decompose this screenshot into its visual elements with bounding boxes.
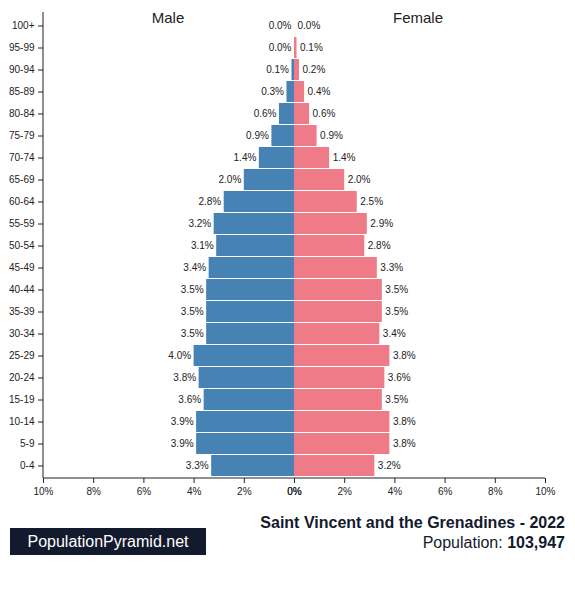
- svg-text:6%: 6%: [137, 486, 152, 497]
- svg-text:0%: 0%: [287, 486, 302, 497]
- svg-text:2.0%: 2.0%: [219, 174, 242, 185]
- svg-text:60-64: 60-64: [9, 196, 35, 207]
- svg-text:0.1%: 0.1%: [266, 64, 289, 75]
- svg-text:3.5%: 3.5%: [181, 328, 204, 339]
- svg-text:65-69: 65-69: [9, 174, 35, 185]
- svg-text:3.8%: 3.8%: [393, 438, 416, 449]
- svg-text:4%: 4%: [187, 486, 202, 497]
- svg-text:2.9%: 2.9%: [370, 218, 393, 229]
- svg-text:0.4%: 0.4%: [308, 86, 331, 97]
- svg-text:3.8%: 3.8%: [173, 372, 196, 383]
- html-text:Male: Male: [151, 9, 185, 26]
- svg-text:20-24: 20-24: [9, 372, 35, 383]
- svg-text:3.4%: 3.4%: [383, 328, 406, 339]
- svg-text:95-99: 95-99: [9, 42, 35, 53]
- svg-text:6%: 6%: [438, 486, 453, 497]
- svg-text:3.2%: 3.2%: [378, 460, 401, 471]
- svg-text:55-59: 55-59: [9, 218, 35, 229]
- svg-text:2%: 2%: [337, 486, 352, 497]
- svg-text:0.9%: 0.9%: [320, 130, 343, 141]
- svg-text:8%: 8%: [488, 486, 503, 497]
- svg-text:3.5%: 3.5%: [181, 306, 204, 317]
- svg-text:3.3%: 3.3%: [186, 460, 209, 471]
- svg-text:4%: 4%: [388, 486, 403, 497]
- svg-text:0-4: 0-4: [20, 460, 35, 471]
- html-text:Population: 103,947: Population: 103,947: [422, 534, 565, 551]
- svg-text:0.0%: 0.0%: [269, 42, 292, 53]
- svg-text:0.1%: 0.1%: [300, 42, 323, 53]
- svg-text:10%: 10%: [33, 486, 53, 497]
- svg-text:50-54: 50-54: [9, 240, 35, 251]
- svg-text:0.2%: 0.2%: [303, 64, 326, 75]
- svg-text:35-39: 35-39: [9, 306, 35, 317]
- svg-text:0%: 0%: [287, 486, 302, 497]
- svg-text:3.2%: 3.2%: [188, 218, 211, 229]
- svg-text:3.6%: 3.6%: [388, 372, 411, 383]
- svg-text:90-94: 90-94: [9, 64, 35, 75]
- svg-text:1.4%: 1.4%: [234, 152, 257, 163]
- svg-text:2.5%: 2.5%: [360, 196, 383, 207]
- svg-text:10%: 10%: [535, 486, 555, 497]
- svg-text:2%: 2%: [237, 486, 252, 497]
- svg-text:4.0%: 4.0%: [168, 350, 191, 361]
- svg-text:8%: 8%: [86, 486, 101, 497]
- svg-text:85-89: 85-89: [9, 86, 35, 97]
- svg-text:40-44: 40-44: [9, 284, 35, 295]
- svg-text:3.8%: 3.8%: [393, 350, 416, 361]
- svg-text:25-29: 25-29: [9, 350, 35, 361]
- svg-text:3.5%: 3.5%: [385, 394, 408, 405]
- svg-text:2.8%: 2.8%: [198, 196, 221, 207]
- svg-text:3.1%: 3.1%: [191, 240, 214, 251]
- svg-text:3.9%: 3.9%: [171, 416, 194, 427]
- svg-text:3.5%: 3.5%: [181, 284, 204, 295]
- html-text:Female: Female: [393, 9, 443, 26]
- html-text:Saint Vincent and the Grenadin: Saint Vincent and the Grenadines - 2022: [260, 514, 565, 531]
- svg-text:0.9%: 0.9%: [246, 130, 269, 141]
- svg-text:15-19: 15-19: [9, 394, 35, 405]
- svg-text:0.0%: 0.0%: [298, 20, 321, 31]
- svg-text:70-74: 70-74: [9, 152, 35, 163]
- svg-text:3.5%: 3.5%: [385, 306, 408, 317]
- svg-text:3.6%: 3.6%: [178, 394, 201, 405]
- svg-text:75-79: 75-79: [9, 130, 35, 141]
- svg-text:45-49: 45-49: [9, 262, 35, 273]
- svg-text:3.8%: 3.8%: [393, 416, 416, 427]
- svg-text:0.6%: 0.6%: [313, 108, 336, 119]
- svg-text:1.4%: 1.4%: [333, 152, 356, 163]
- svg-text:2.8%: 2.8%: [368, 240, 391, 251]
- svg-text:0.3%: 0.3%: [261, 86, 284, 97]
- svg-text:10-14: 10-14: [9, 416, 35, 427]
- svg-text:3.5%: 3.5%: [385, 284, 408, 295]
- svg-text:0.6%: 0.6%: [254, 108, 277, 119]
- svg-text:0.0%: 0.0%: [269, 20, 292, 31]
- html-text:PopulationPyramid.net: PopulationPyramid.net: [27, 533, 189, 550]
- svg-text:3.3%: 3.3%: [380, 262, 403, 273]
- svg-text:3.4%: 3.4%: [183, 262, 206, 273]
- svg-text:100+: 100+: [12, 20, 35, 31]
- svg-text:30-34: 30-34: [9, 328, 35, 339]
- svg-text:3.9%: 3.9%: [171, 438, 194, 449]
- svg-text:80-84: 80-84: [9, 108, 35, 119]
- svg-text:5-9: 5-9: [20, 438, 35, 449]
- svg-text:2.0%: 2.0%: [348, 174, 371, 185]
